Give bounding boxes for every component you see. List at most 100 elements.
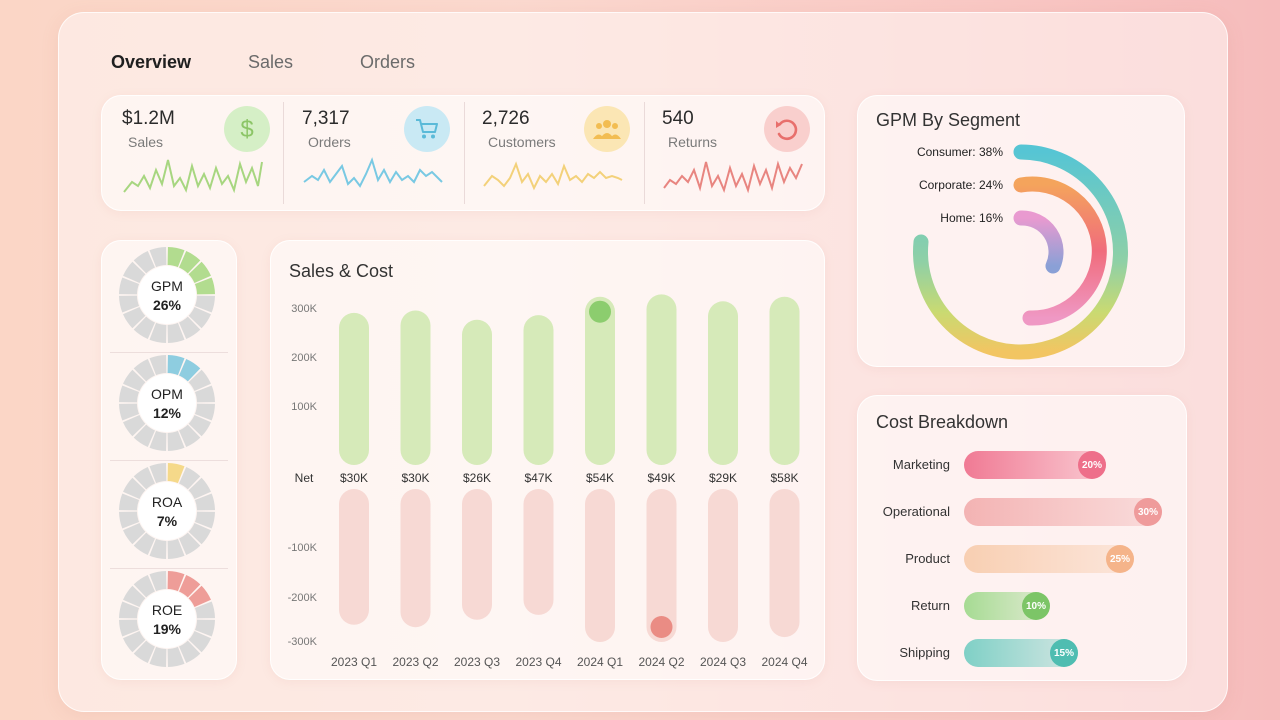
x-tick-label: 2024 Q3 <box>699 655 747 669</box>
y-tick: -300K <box>287 636 317 648</box>
gauge-segment <box>179 640 201 663</box>
x-tick-label: 2024 Q2 <box>638 655 685 669</box>
tab-overview[interactable]: Overview <box>111 52 192 72</box>
gauge-segment <box>123 585 146 607</box>
gauge-segment <box>133 251 155 274</box>
ratio-name: ROA <box>151 493 183 510</box>
gauge-segment <box>123 477 146 499</box>
kpi-sales[interactable]: $1.2M Sales $ <box>102 96 282 210</box>
gauge-segment <box>179 532 201 555</box>
gauge-segment <box>119 619 140 637</box>
gauge-segment <box>188 261 211 283</box>
gauge-segment <box>194 493 215 511</box>
gauge-segment <box>179 316 201 339</box>
svg-text:$: $ <box>240 116 253 143</box>
x-tick-label: 2023 Q2 <box>392 655 439 669</box>
gauge-segment <box>188 369 211 391</box>
net-value-label: $29K <box>708 471 738 485</box>
kpi-card: $1.2M Sales $ 7,317 Orders 2,726 Custome… <box>101 95 825 211</box>
gauge-segment <box>119 511 140 529</box>
card-title: GPM By Segment <box>876 110 1021 130</box>
kpi-returns[interactable]: 540 Returns <box>642 96 822 210</box>
returns-sparkline <box>663 160 803 194</box>
net-value-label: $58K <box>770 471 799 485</box>
gauge-segment <box>194 619 215 637</box>
gauge-segment <box>123 631 146 653</box>
ratio-opm[interactable]: OPM 12% <box>102 349 236 457</box>
tab-orders[interactable]: Orders <box>360 52 416 72</box>
gauge-segment <box>123 369 146 391</box>
ratio-name: OPM <box>151 385 183 402</box>
net-value-label: $54K <box>585 471 615 485</box>
cost-label-marketing: Marketing <box>892 457 950 472</box>
cost-percent-badge: 20% <box>1078 451 1106 479</box>
ratio-roe[interactable]: ROE 19% <box>102 565 236 673</box>
roa-ring-gauge <box>119 463 215 559</box>
kpi-value: $1.2M <box>122 108 175 129</box>
ratio-value: 26% <box>152 296 182 313</box>
gauge-segment <box>119 295 140 313</box>
gauge-center <box>138 266 196 324</box>
gauge-segment <box>188 477 211 499</box>
sales-sparkline <box>123 159 263 194</box>
card-title: Cost Breakdown <box>876 412 1009 432</box>
dollar-icon: $ <box>224 106 270 152</box>
ratio-gpm[interactable]: GPM 26% <box>102 241 236 349</box>
gauge-segment <box>119 493 140 511</box>
kpi-value: 2,726 <box>482 108 530 129</box>
net-value-label: $49K <box>647 471 676 485</box>
y-tick: 300K <box>291 303 317 315</box>
y-tick: -100K <box>287 542 317 554</box>
kpi-value: 540 <box>662 108 694 129</box>
y-tick: 100K <box>291 401 317 413</box>
y-tick: -200K <box>287 592 317 604</box>
gauge-segment <box>179 251 201 274</box>
gauge-segment <box>149 571 167 592</box>
gauge-segment <box>194 385 215 403</box>
gauge-segment <box>167 322 185 343</box>
gauge-segment <box>123 261 146 283</box>
gauge-segment <box>123 415 146 437</box>
orders-sparkline <box>303 157 443 188</box>
gauge-center <box>138 374 196 432</box>
gauge-segment <box>188 523 211 545</box>
cost-percent-badge: 30% <box>1134 498 1162 526</box>
cost-label-shipping: Shipping <box>899 645 950 660</box>
ratio-divider <box>110 352 228 353</box>
gauge-segment <box>188 415 211 437</box>
segment-label-home: Home: 16% <box>940 211 1003 225</box>
net-value-label: $26K <box>462 471 492 485</box>
gauge-segment <box>149 247 167 268</box>
gauge-center <box>138 590 196 648</box>
gauge-segment <box>167 463 185 484</box>
x-tick-label: 2024 Q1 <box>576 655 624 669</box>
gauge-segment <box>149 355 167 376</box>
ratio-name: ROE <box>151 601 183 618</box>
gauge-segment <box>167 571 185 592</box>
gauge-segment <box>149 463 167 484</box>
kpi-divider <box>464 102 465 204</box>
gauge-segment <box>179 359 201 382</box>
tab-sales[interactable]: Sales <box>248 52 294 72</box>
cost-bar-product[interactable] <box>964 545 1134 573</box>
gauge-segment <box>149 322 167 343</box>
gauge-segment <box>123 523 146 545</box>
gauge-segment <box>119 385 140 403</box>
gauge-center <box>138 482 196 540</box>
net-value-label: $30K <box>401 471 430 485</box>
gauge-segment <box>194 277 215 295</box>
ratio-value: 19% <box>152 620 182 637</box>
ratio-roa[interactable]: ROA 7% <box>102 457 236 565</box>
kpi-customers[interactable]: 2,726 Customers <box>462 96 642 210</box>
y-tick: 200K <box>291 352 317 364</box>
gauge-segment <box>133 532 155 555</box>
x-tick-label: 2024 Q4 <box>761 655 808 669</box>
return-arrow-icon <box>764 106 810 152</box>
cost-bar-operational[interactable] <box>964 498 1162 526</box>
kpi-orders[interactable]: 7,317 Orders <box>282 96 462 210</box>
net-value-label: $30K <box>339 471 369 485</box>
cost-label-product: Product <box>905 551 950 566</box>
gauge-segment <box>167 538 185 559</box>
segment-label-corporate: Corporate: 24% <box>918 178 1003 192</box>
gauge-segment <box>179 424 201 447</box>
